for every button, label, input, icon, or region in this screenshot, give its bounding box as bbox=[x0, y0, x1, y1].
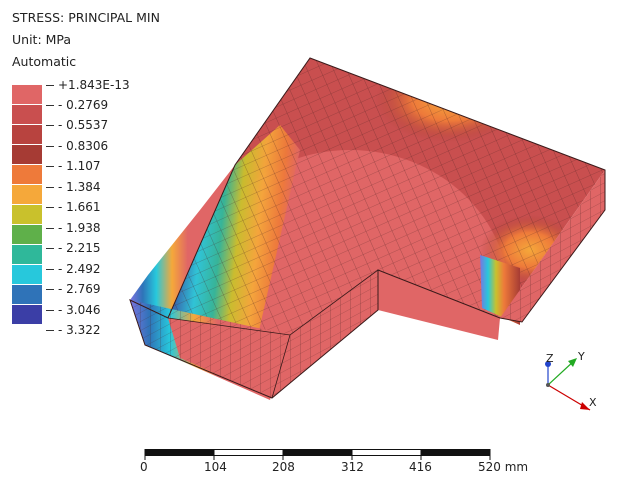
legend-swatch bbox=[12, 145, 42, 165]
legend-swatch bbox=[12, 165, 42, 185]
legend-label: - 0.2769 bbox=[46, 98, 108, 112]
legend-label: - 2.769 bbox=[46, 282, 101, 296]
y-axis-label: Y bbox=[578, 350, 585, 363]
legend-label: +1.843E-13 bbox=[46, 78, 130, 92]
legend-label: - 2.492 bbox=[46, 262, 101, 276]
legend-swatch bbox=[12, 285, 42, 305]
legend-swatch bbox=[12, 85, 42, 105]
legend-label: - 1.938 bbox=[46, 221, 101, 235]
legend-label: - 1.107 bbox=[46, 159, 101, 173]
legend-swatch bbox=[12, 225, 42, 245]
scale-bar bbox=[144, 449, 491, 460]
legend-label: - 3.046 bbox=[46, 303, 101, 317]
legend-swatch bbox=[12, 185, 42, 205]
legend-swatch bbox=[12, 305, 42, 325]
range-mode-label[interactable]: Automatic bbox=[12, 54, 77, 69]
legend-label: - 1.661 bbox=[46, 200, 101, 214]
scale-tick: 312 bbox=[341, 460, 364, 474]
x-axis-label: X bbox=[589, 396, 597, 409]
legend-swatch bbox=[12, 105, 42, 125]
scale-tick: 0 bbox=[140, 460, 148, 474]
legend-label: - 0.5537 bbox=[46, 118, 108, 132]
legend-label: - 2.215 bbox=[46, 241, 101, 255]
legend-swatch bbox=[12, 265, 42, 285]
scale-tick: 208 bbox=[272, 460, 295, 474]
legend-label: - 1.384 bbox=[46, 180, 101, 194]
result-title: STRESS: PRINCIPAL MIN bbox=[12, 10, 160, 25]
scale-tick: 520 mm bbox=[478, 460, 529, 474]
legend-label: - 3.322 bbox=[46, 323, 101, 337]
axis-triad[interactable] bbox=[545, 358, 591, 411]
legend-swatch bbox=[12, 245, 42, 265]
legend-label: - 0.8306 bbox=[46, 139, 108, 153]
model-side-face-left bbox=[130, 165, 235, 318]
scale-tick: 416 bbox=[409, 460, 432, 474]
z-axis-label: Z bbox=[546, 352, 554, 365]
legend-swatch bbox=[12, 205, 42, 225]
unit-label: Unit: MPa bbox=[12, 32, 72, 47]
scale-tick: 104 bbox=[204, 460, 227, 474]
legend-swatch bbox=[12, 125, 42, 145]
color-legend-bar bbox=[12, 85, 42, 332]
y-axis-arrow bbox=[547, 359, 576, 386]
